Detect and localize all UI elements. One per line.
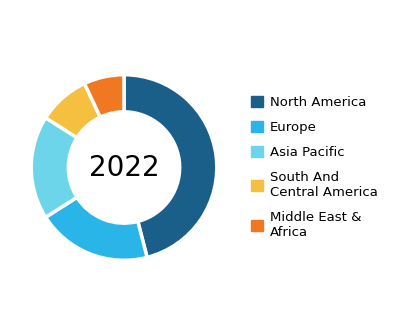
- Wedge shape: [84, 75, 124, 117]
- Legend: North America, Europe, Asia Pacific, South And
Central America, Middle East &
Af: North America, Europe, Asia Pacific, Sou…: [251, 96, 378, 239]
- Wedge shape: [31, 118, 77, 217]
- Wedge shape: [124, 75, 217, 257]
- Text: 2022: 2022: [89, 153, 159, 182]
- Wedge shape: [46, 197, 147, 260]
- Wedge shape: [46, 83, 100, 138]
